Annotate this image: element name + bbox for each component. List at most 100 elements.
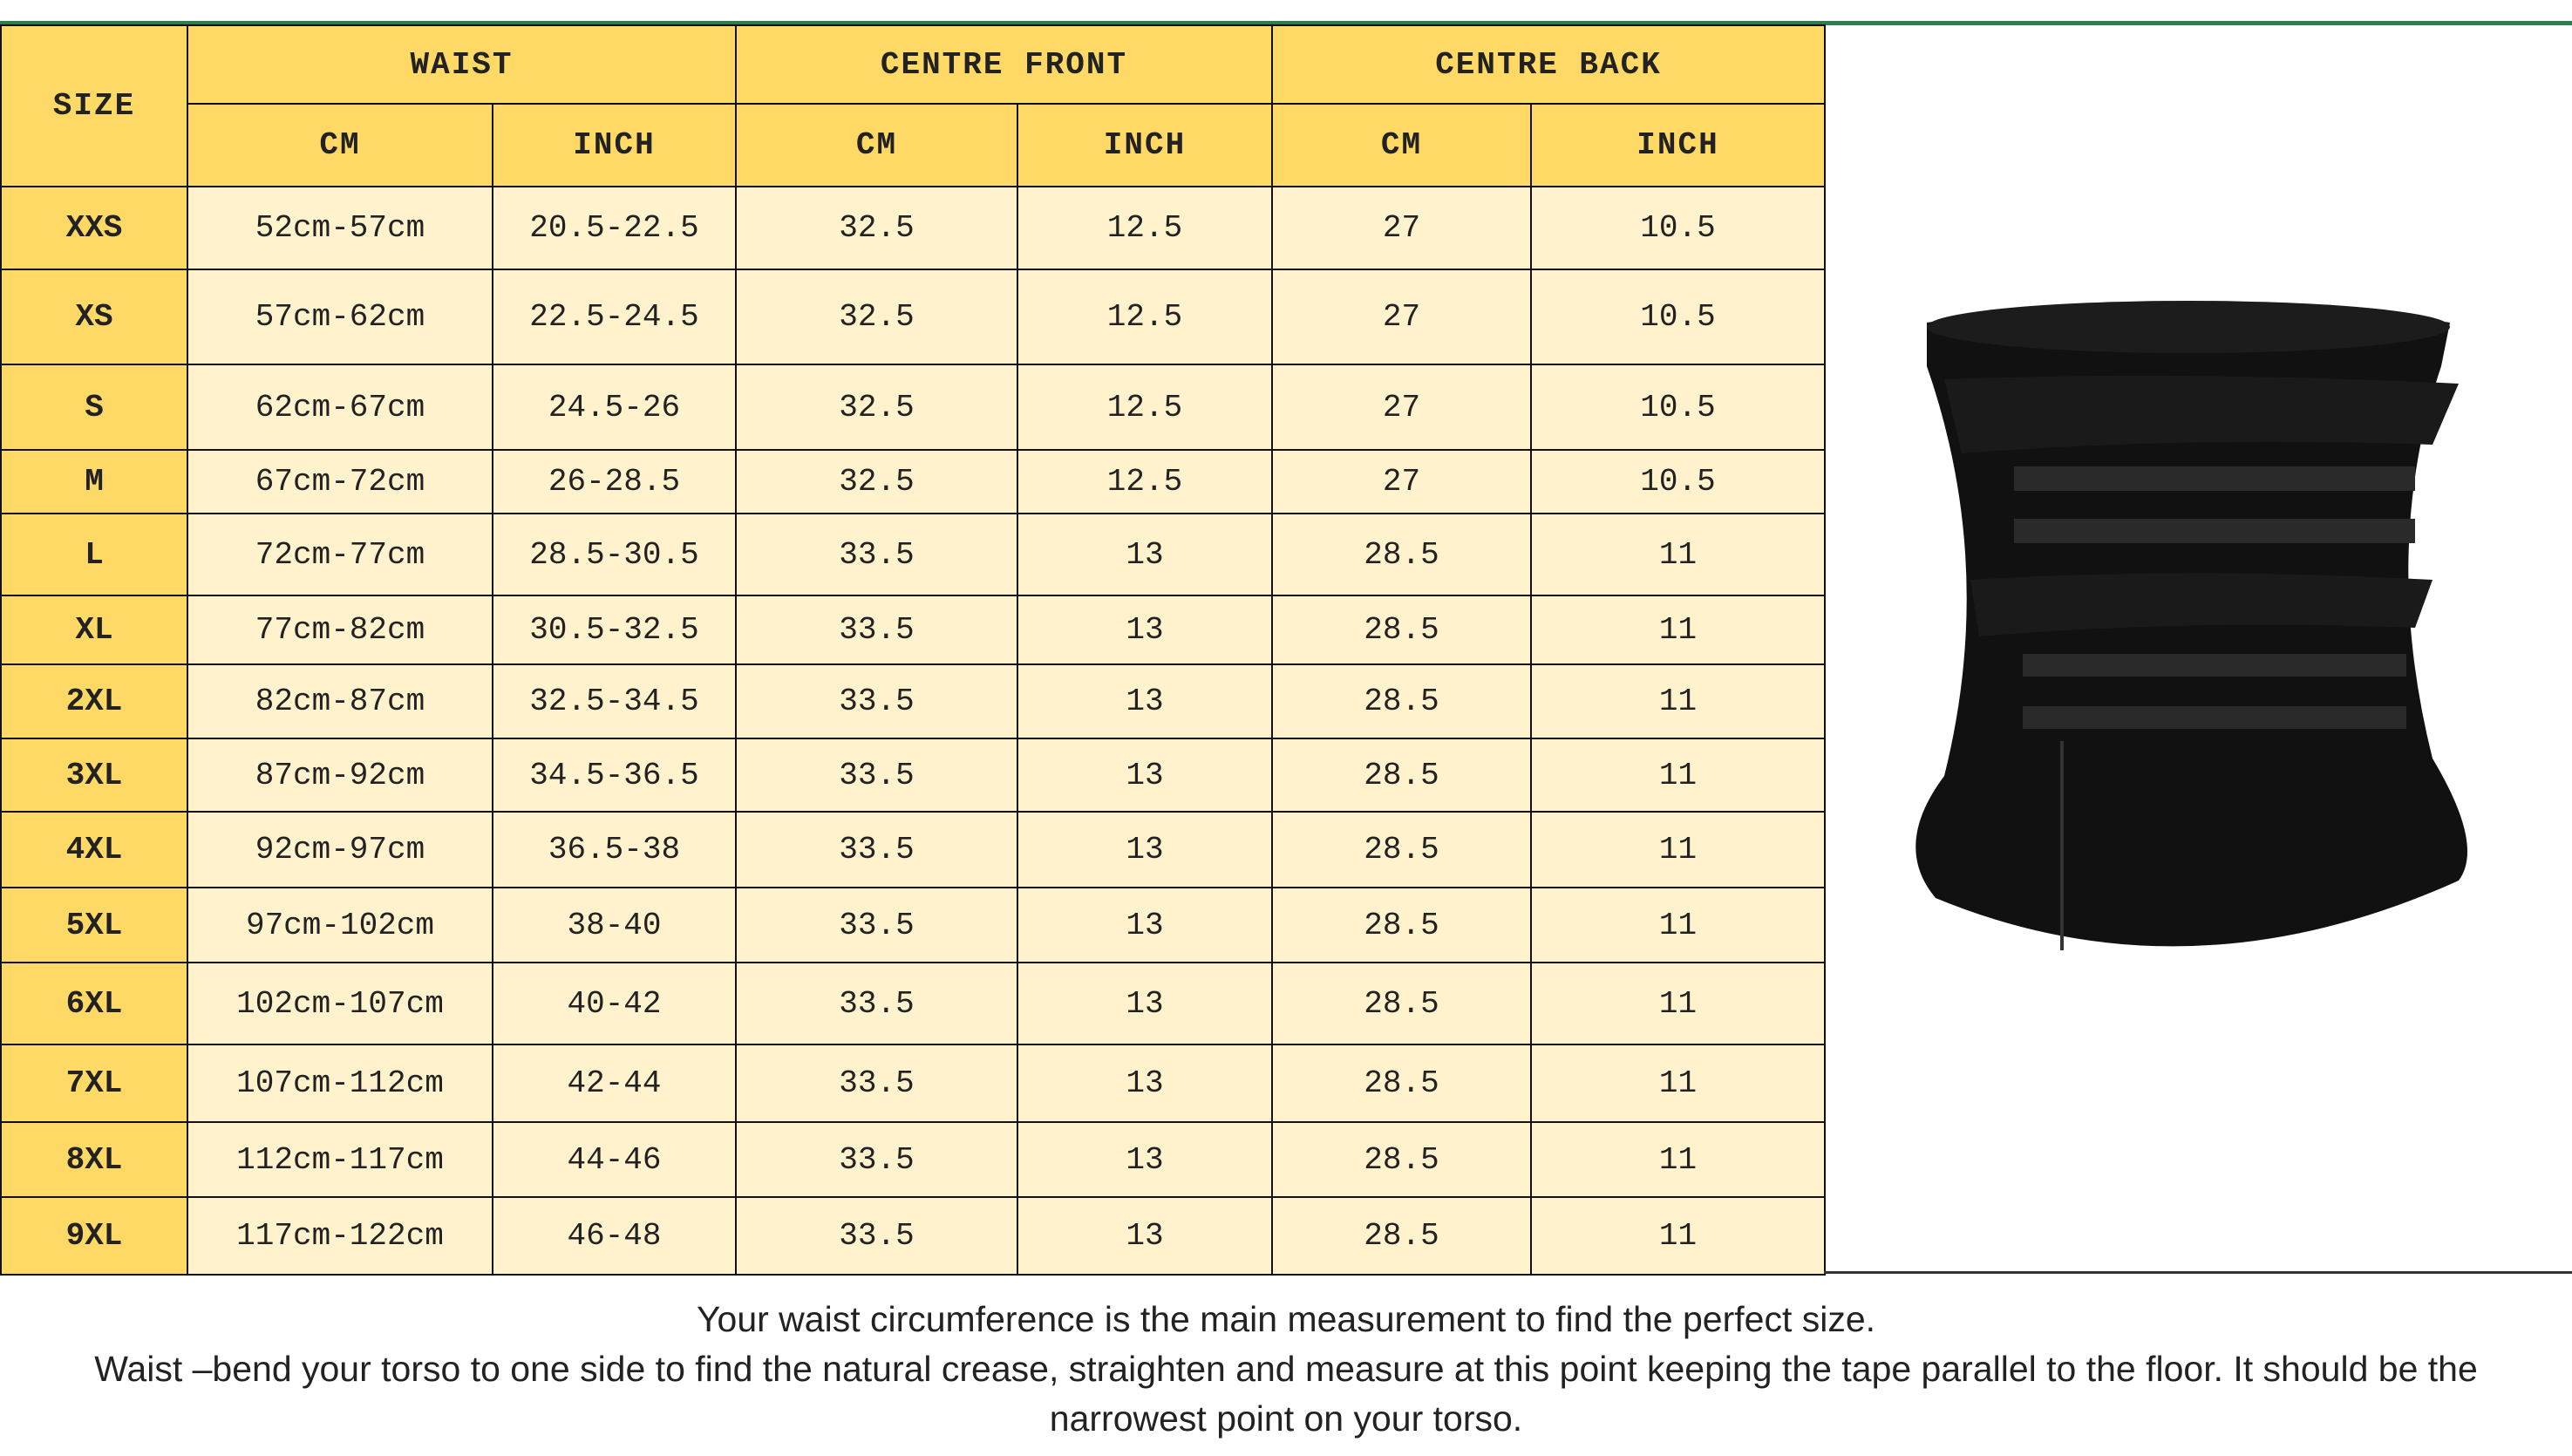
waist-inch-cell: 44-46 (492, 1121, 737, 1198)
waist-inch-cell: 38-40 (492, 887, 737, 963)
back-cm-cell: 28.5 (1271, 962, 1532, 1045)
waist-cm-cell: 112cm-117cm (187, 1121, 493, 1198)
table-row: 7XL 107cm-112cm 42-44 33.5 13 28.5 11 (0, 1044, 1827, 1123)
header-waist: WAIST (187, 24, 737, 105)
size-cell: L (0, 513, 188, 596)
front-inch-cell: 12.5 (1017, 449, 1273, 514)
waist-cm-cell: 107cm-112cm (187, 1044, 493, 1123)
header-back-inch: INCH (1529, 103, 1827, 187)
back-cm-cell: 28.5 (1271, 1121, 1532, 1198)
front-inch-cell: 13 (1017, 1121, 1273, 1198)
front-inch-cell: 13 (1017, 1044, 1273, 1123)
back-inch-cell: 10.5 (1529, 186, 1827, 270)
velcro-stripe (2023, 654, 2406, 677)
front-inch-cell: 13 (1017, 887, 1273, 963)
table-row: 2XL 82cm-87cm 32.5-34.5 33.5 13 28.5 11 (0, 663, 1827, 739)
size-cell: 6XL (0, 962, 188, 1045)
velcro-stripe (2023, 706, 2406, 729)
size-cell: 8XL (0, 1121, 188, 1198)
header-back-cm: CM (1271, 103, 1532, 187)
waist-cm-cell: 97cm-102cm (187, 887, 493, 963)
header-front-inch: INCH (1017, 103, 1273, 187)
back-inch-cell: 11 (1529, 811, 1827, 888)
waist-trainer-image (1915, 301, 2467, 950)
size-cell: S (0, 364, 188, 451)
table-row: M 67cm-72cm 26-28.5 32.5 12.5 27 10.5 (0, 449, 1827, 514)
table-row: 5XL 97cm-102cm 38-40 33.5 13 28.5 11 (0, 887, 1827, 963)
waist-cm-cell: 62cm-67cm (187, 364, 493, 451)
back-cm-cell: 28.5 (1271, 811, 1532, 888)
waist-inch-cell: 28.5-30.5 (492, 513, 737, 596)
velcro-stripe (2014, 519, 2415, 543)
note-line-2: Waist –bend your torso to one side to fi… (94, 1349, 2478, 1439)
table-row: 3XL 87cm-92cm 34.5-36.5 33.5 13 28.5 11 (0, 738, 1827, 813)
waist-cm-cell: 82cm-87cm (187, 663, 493, 739)
front-cm-cell: 33.5 (735, 738, 1018, 813)
size-cell: 7XL (0, 1044, 188, 1123)
header-waist-cm: CM (187, 103, 493, 187)
back-inch-cell: 11 (1529, 595, 1827, 665)
back-cm-cell: 28.5 (1271, 1044, 1532, 1123)
front-cm-cell: 33.5 (735, 1121, 1018, 1198)
front-cm-cell: 33.5 (735, 887, 1018, 963)
back-cm-cell: 28.5 (1271, 595, 1532, 665)
back-inch-cell: 11 (1529, 887, 1827, 963)
front-cm-cell: 32.5 (735, 269, 1018, 365)
note-line-1: Your waist circumference is the main mea… (696, 1299, 1876, 1339)
table-row: XS 57cm-62cm 22.5-24.5 32.5 12.5 27 10.5 (0, 269, 1827, 365)
back-cm-cell: 27 (1271, 186, 1532, 270)
back-cm-cell: 28.5 (1271, 738, 1532, 813)
waist-cm-cell: 57cm-62cm (187, 269, 493, 365)
front-cm-cell: 33.5 (735, 962, 1018, 1045)
size-cell: 9XL (0, 1196, 188, 1276)
table-row: S 62cm-67cm 24.5-26 32.5 12.5 27 10.5 (0, 364, 1827, 451)
waist-cm-cell: 117cm-122cm (187, 1196, 493, 1276)
front-cm-cell: 32.5 (735, 364, 1018, 451)
header-size: SIZE (0, 24, 188, 187)
waist-cm-cell: 77cm-82cm (187, 595, 493, 665)
velcro-stripe (2014, 466, 2415, 491)
size-chart-table: SIZE WAIST CENTRE FRONT CENTRE BACK CM I… (0, 24, 1827, 1276)
front-inch-cell: 13 (1017, 513, 1273, 596)
table-row: 4XL 92cm-97cm 36.5-38 33.5 13 28.5 11 (0, 811, 1827, 888)
front-inch-cell: 12.5 (1017, 364, 1273, 451)
front-cm-cell: 33.5 (735, 663, 1018, 739)
front-cm-cell: 33.5 (735, 1044, 1018, 1123)
waist-inch-cell: 46-48 (492, 1196, 737, 1276)
front-cm-cell: 33.5 (735, 513, 1018, 596)
size-cell: M (0, 449, 188, 514)
waist-cm-cell: 102cm-107cm (187, 962, 493, 1045)
back-inch-cell: 11 (1529, 1121, 1827, 1198)
waist-cm-cell: 52cm-57cm (187, 186, 493, 270)
back-inch-cell: 10.5 (1529, 449, 1827, 514)
front-inch-cell: 13 (1017, 595, 1273, 665)
waist-trainer-strap-upper (1944, 376, 2459, 453)
back-inch-cell: 11 (1529, 1196, 1827, 1276)
waist-cm-cell: 92cm-97cm (187, 811, 493, 888)
back-inch-cell: 11 (1529, 1044, 1827, 1123)
back-inch-cell: 10.5 (1529, 269, 1827, 365)
back-cm-cell: 28.5 (1271, 513, 1532, 596)
waist-inch-cell: 24.5-26 (492, 364, 737, 451)
front-cm-cell: 32.5 (735, 449, 1018, 514)
waist-cm-cell: 87cm-92cm (187, 738, 493, 813)
waist-inch-cell: 20.5-22.5 (492, 186, 737, 270)
back-inch-cell: 11 (1529, 513, 1827, 596)
back-cm-cell: 28.5 (1271, 1196, 1532, 1276)
table-row: 9XL 117cm-122cm 46-48 33.5 13 28.5 11 (0, 1196, 1827, 1276)
size-cell: 2XL (0, 663, 188, 739)
waist-trainer-top-band (1927, 301, 2450, 353)
front-inch-cell: 13 (1017, 962, 1273, 1045)
back-cm-cell: 27 (1271, 449, 1532, 514)
waist-inch-cell: 42-44 (492, 1044, 737, 1123)
back-inch-cell: 11 (1529, 738, 1827, 813)
header-centre-front: CENTRE FRONT (735, 24, 1273, 105)
table-row: 8XL 112cm-117cm 44-46 33.5 13 28.5 11 (0, 1121, 1827, 1198)
table-row: XL 77cm-82cm 30.5-32.5 33.5 13 28.5 11 (0, 595, 1827, 665)
front-inch-cell: 13 (1017, 738, 1273, 813)
size-cell: XL (0, 595, 188, 665)
back-inch-cell: 10.5 (1529, 364, 1827, 451)
table-row: 6XL 102cm-107cm 40-42 33.5 13 28.5 11 (0, 962, 1827, 1045)
back-inch-cell: 11 (1529, 962, 1827, 1045)
back-cm-cell: 28.5 (1271, 887, 1532, 963)
